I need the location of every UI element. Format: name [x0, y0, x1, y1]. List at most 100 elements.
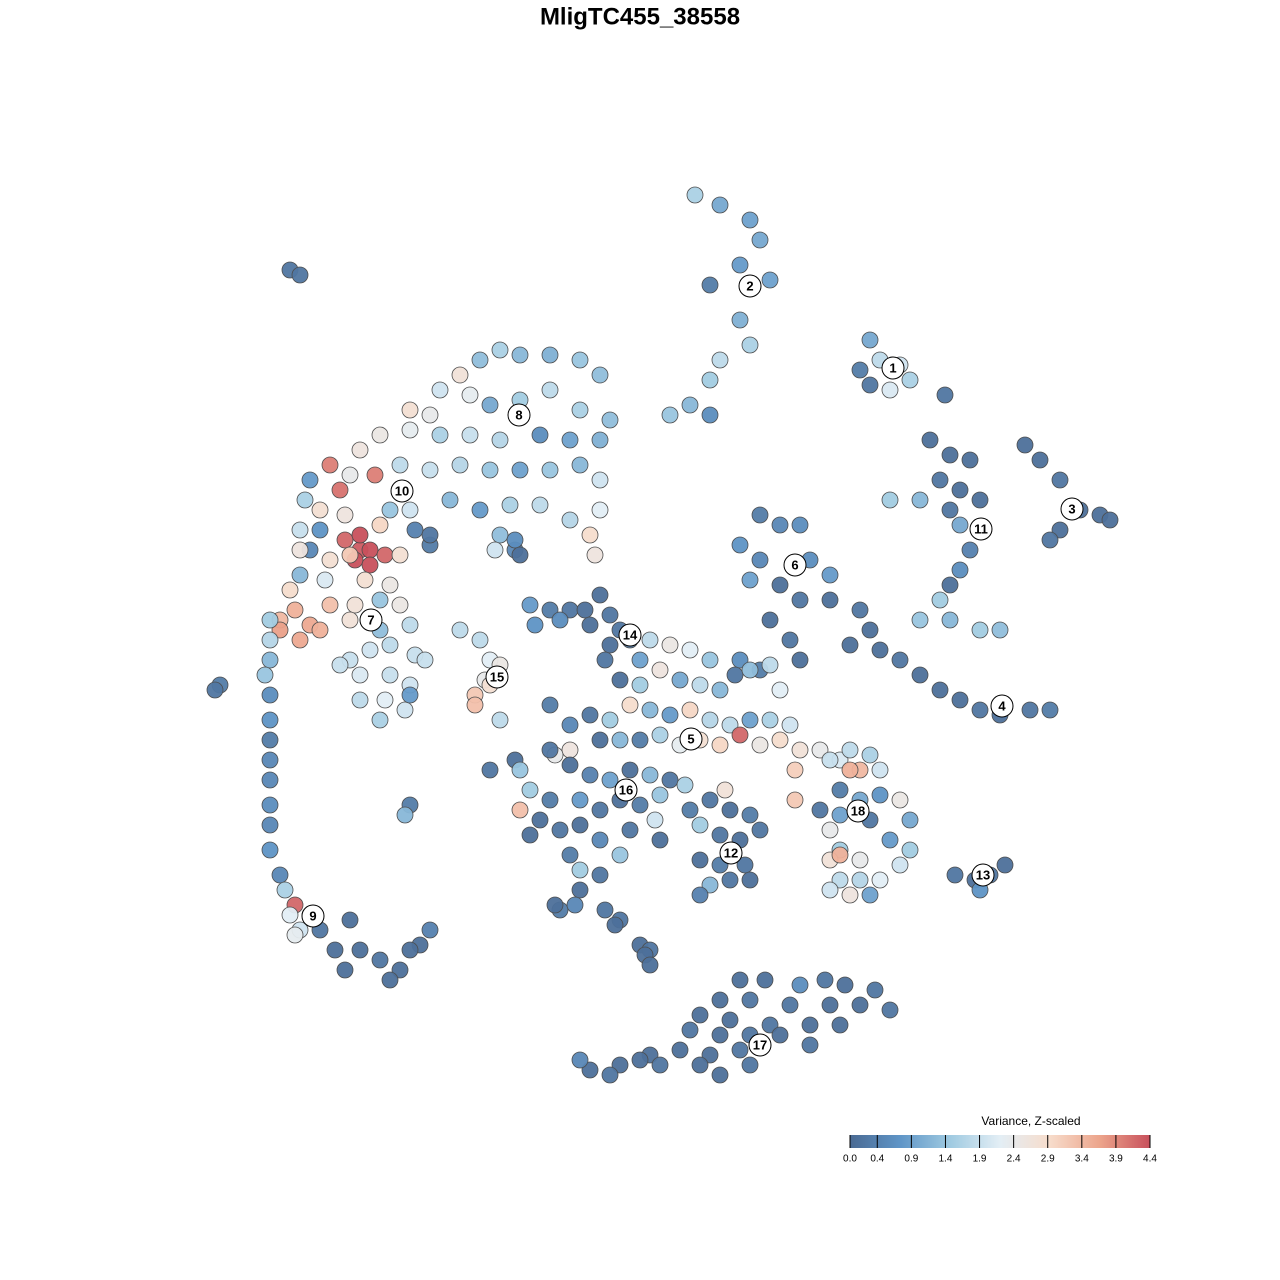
point: [581, 526, 599, 544]
point: [351, 441, 369, 459]
point: [871, 761, 889, 779]
point: [771, 1026, 789, 1044]
point: [901, 841, 919, 859]
point: [546, 896, 564, 914]
point: [401, 401, 419, 419]
point: [711, 1026, 729, 1044]
point: [911, 666, 929, 684]
point: [571, 881, 589, 899]
point: [371, 951, 389, 969]
point: [701, 406, 719, 424]
point: [301, 471, 319, 489]
point: [731, 726, 749, 744]
point: [831, 846, 849, 864]
point: [421, 406, 439, 424]
point: [451, 621, 469, 639]
point: [261, 686, 279, 704]
point: [661, 706, 679, 724]
point: [931, 471, 949, 489]
point: [861, 886, 879, 904]
point: [611, 671, 629, 689]
point: [601, 636, 619, 654]
cluster-label-marker: [971, 863, 995, 887]
point: [691, 816, 709, 834]
point: [891, 651, 909, 669]
point: [631, 676, 649, 694]
cluster-label-marker: [614, 778, 638, 802]
point: [401, 501, 419, 519]
point: [526, 616, 544, 634]
cluster-label-marker: [969, 517, 993, 541]
point: [991, 621, 1009, 639]
point: [481, 761, 499, 779]
colorbar-tick-label: 0.9: [904, 1154, 918, 1165]
point: [331, 481, 349, 499]
point: [416, 651, 434, 669]
cluster-label: 12: [724, 845, 738, 860]
point: [781, 631, 799, 649]
point: [571, 401, 589, 419]
point: [736, 856, 754, 874]
cluster-label-marker: [390, 479, 414, 503]
point: [261, 751, 279, 769]
point: [971, 491, 989, 509]
point: [691, 1056, 709, 1074]
point: [316, 571, 334, 589]
point: [701, 711, 719, 729]
point: [591, 366, 609, 384]
point: [791, 516, 809, 534]
point: [631, 731, 649, 749]
point: [591, 866, 609, 884]
point: [571, 791, 589, 809]
cluster-label-marker: [881, 356, 905, 380]
point: [381, 501, 399, 519]
point: [641, 701, 659, 719]
point: [491, 526, 509, 544]
point: [351, 691, 369, 709]
point: [571, 1051, 589, 1069]
cluster-label: 3: [1068, 501, 1075, 516]
point: [1016, 436, 1034, 454]
point: [996, 856, 1014, 874]
point: [841, 636, 859, 654]
point: [661, 771, 679, 789]
point: [271, 621, 289, 639]
point: [861, 621, 879, 639]
point: [761, 711, 779, 729]
point: [506, 531, 524, 549]
point: [486, 541, 504, 559]
point: [471, 351, 489, 369]
point: [901, 811, 919, 829]
point: [591, 731, 609, 749]
point: [651, 1056, 669, 1074]
point: [721, 801, 739, 819]
point: [261, 731, 279, 749]
point: [651, 786, 669, 804]
point: [561, 511, 579, 529]
point: [701, 791, 719, 809]
colorbar-tick-label: 2.4: [1007, 1154, 1021, 1165]
point: [341, 546, 359, 564]
point: [821, 996, 839, 1014]
point: [491, 341, 509, 359]
point: [381, 666, 399, 684]
point: [631, 796, 649, 814]
point: [541, 461, 559, 479]
point: [731, 311, 749, 329]
point: [491, 431, 509, 449]
cluster-label: 16: [619, 782, 633, 797]
point: [351, 526, 369, 544]
point: [361, 556, 379, 574]
point: [291, 566, 309, 584]
point: [731, 536, 749, 554]
point: [716, 781, 734, 799]
colorbar-tick-label: 1.9: [973, 1154, 987, 1165]
point: [891, 791, 909, 809]
point: [521, 596, 539, 614]
point: [336, 961, 354, 979]
point: [731, 651, 749, 669]
point: [761, 611, 779, 629]
point: [551, 821, 569, 839]
point: [701, 276, 719, 294]
